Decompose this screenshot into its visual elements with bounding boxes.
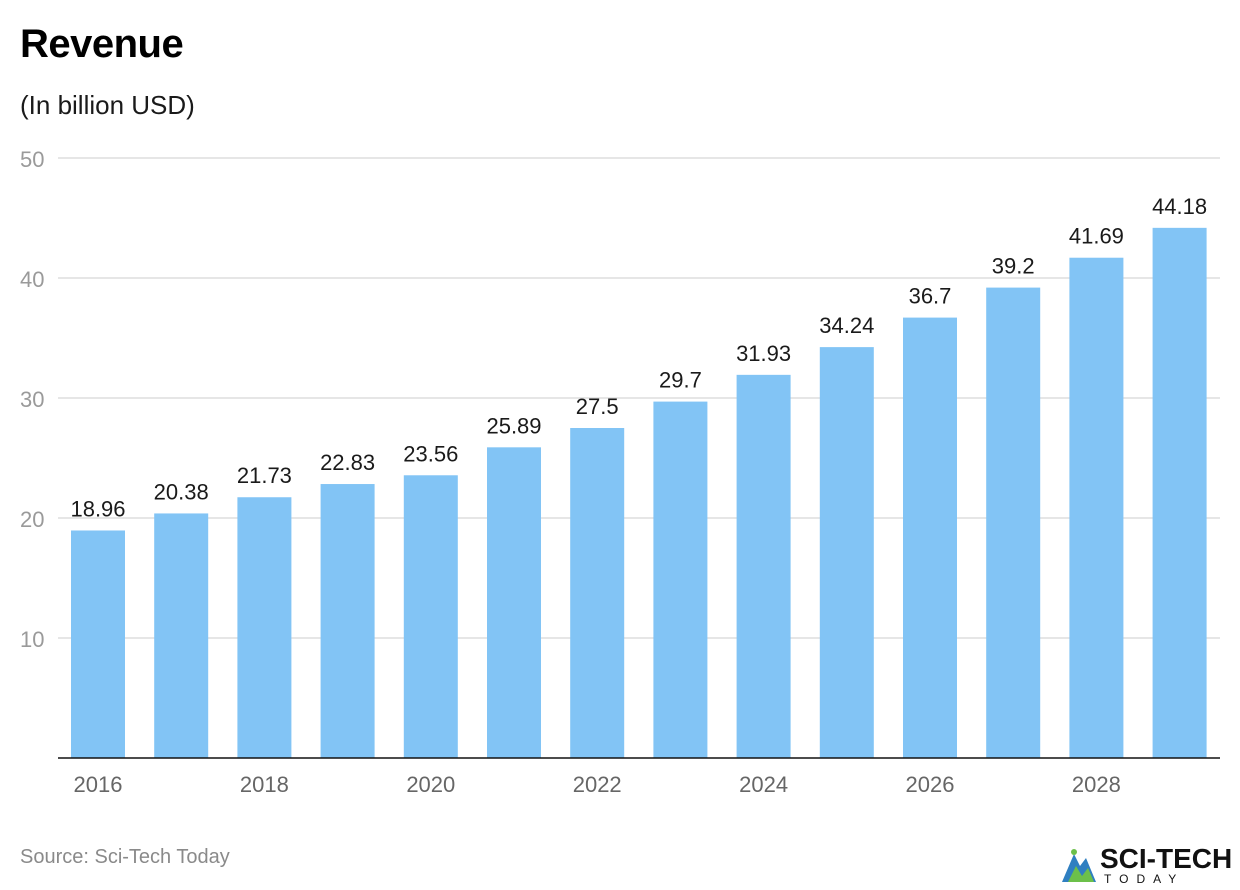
bar	[71, 530, 125, 758]
logo-subtitle: TODAY	[1104, 872, 1185, 886]
bar-value-label: 36.7	[909, 284, 952, 309]
bar-value-label: 41.69	[1069, 224, 1124, 249]
bar	[570, 428, 625, 758]
x-tick-label: 2026	[906, 772, 955, 797]
sci-tech-logo: SCI-TECH TODAY	[1060, 842, 1238, 886]
bar	[819, 347, 874, 758]
x-tick-label: 2024	[739, 772, 788, 797]
bar-chart: 10 20 30 40 50 18.96 20.38 21.73 22.83 23.56 25.89…	[20, 147, 1220, 797]
logo-mark-icon	[1062, 849, 1096, 882]
bar	[986, 287, 1041, 758]
bar-value-label: 31.93	[736, 341, 791, 366]
bar-value-label: 22.83	[320, 450, 375, 475]
bar	[653, 401, 708, 758]
bar	[403, 475, 458, 758]
bar-value-label: 29.7	[659, 368, 702, 393]
bar-value-label: 27.5	[576, 394, 619, 419]
chart-subtitle: (In billion USD)	[20, 90, 195, 120]
x-tick-label: 2022	[573, 772, 622, 797]
y-tick-label: 30	[20, 387, 44, 412]
bar	[903, 317, 957, 758]
x-tick-label: 2016	[74, 772, 123, 797]
bar	[487, 447, 541, 758]
y-tick-label: 40	[20, 267, 44, 292]
chart-title: Revenue	[20, 22, 184, 66]
bar-value-label: 34.24	[819, 313, 874, 338]
bar	[237, 497, 292, 758]
bar-value-label: 20.38	[154, 479, 209, 504]
x-tick-label: 2020	[406, 772, 455, 797]
logo-name: SCI-TECH	[1100, 843, 1233, 874]
bar	[1069, 257, 1124, 758]
x-tick-label: 2028	[1072, 772, 1121, 797]
bar-value-label: 21.73	[237, 463, 292, 488]
source-note: Source: Sci-Tech Today	[20, 846, 230, 868]
bar-value-label: 25.89	[486, 413, 541, 438]
x-tick-label: 2018	[240, 772, 289, 797]
bar	[736, 374, 791, 758]
bar	[1152, 227, 1207, 759]
bar-value-label: 44.18	[1152, 194, 1207, 219]
bar-value-label: 39.2	[992, 254, 1035, 279]
bar-value-label: 23.56	[403, 441, 458, 466]
bar	[320, 484, 375, 758]
y-tick-label: 50	[20, 147, 44, 172]
bar	[154, 513, 209, 758]
y-tick-label: 20	[20, 507, 44, 532]
y-tick-label: 10	[20, 627, 44, 652]
bar-value-label: 18.96	[70, 496, 125, 521]
